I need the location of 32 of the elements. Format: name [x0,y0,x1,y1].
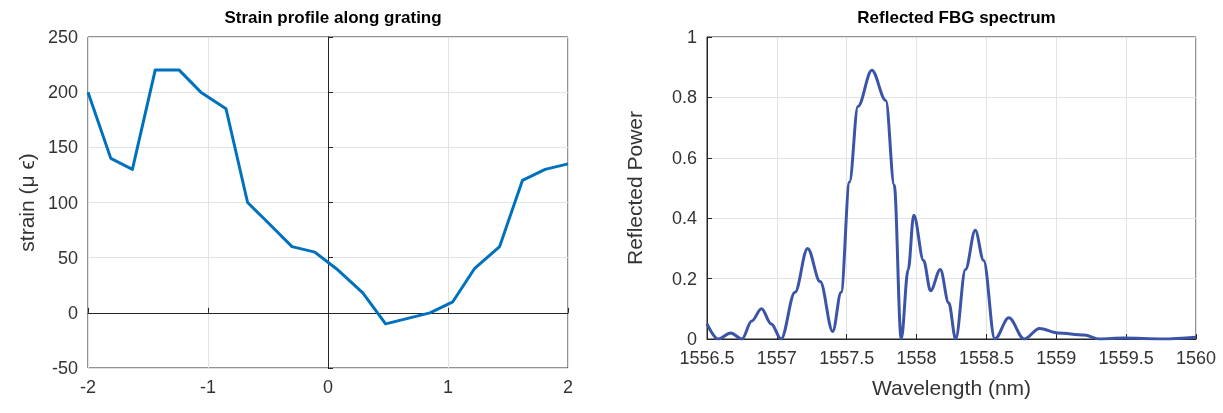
y-tick-label: 150 [47,137,78,158]
y-tick-label: 0.6 [671,147,697,168]
line-series [86,68,570,326]
y-tick-label: 1 [686,27,697,47]
y-tick-label: 100 [47,192,78,213]
y-tick-label: 0.2 [671,268,697,289]
chart-title: Reflected FBG spectrum [857,8,1056,27]
y-axis-title: Reflected Power [623,110,646,266]
y-tick-label: 0 [686,329,697,349]
x-tick-label: 1560 [1175,348,1217,368]
x-tick-label: 1 [442,377,454,397]
x-tick-label: 1557 [756,348,797,368]
x-axis-title: Wavelength (nm) [871,376,1032,399]
y-tick-label: -50 [51,358,78,378]
y-axis-title: strain (μ ϵ) [15,153,39,252]
y-tick-label: 200 [47,82,78,103]
y-tick-label: 50 [57,247,78,268]
x-tick-label: -1 [199,377,217,397]
x-tick-label: 0 [322,377,334,397]
chart-title: Strain profile along grating [224,8,442,27]
x-tick-label: 1558 [896,348,937,368]
x-tick-label: 1559.5 [1098,348,1154,368]
y-tick-label: 0 [67,302,78,323]
y-tick-label: 0.8 [671,87,697,108]
x-tick-label: 1557.5 [819,348,875,368]
x-tick-label: -2 [79,377,97,397]
y-tick-label: 250 [47,27,78,47]
x-tick-label: 1559 [1036,348,1077,368]
y-tick-label: 0.4 [671,208,697,229]
x-tick-label: 1558.5 [958,348,1014,368]
x-tick-label: 1556.5 [679,348,735,368]
x-tick-label: 2 [562,377,574,397]
